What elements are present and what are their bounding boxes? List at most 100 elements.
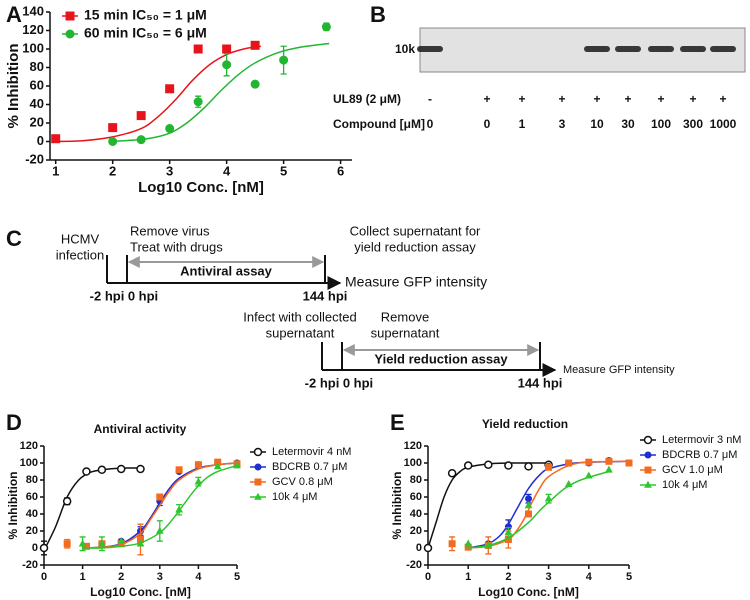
- y-tick-label: 120: [404, 440, 422, 452]
- data-point: [448, 540, 456, 548]
- legend-marker: [644, 466, 652, 474]
- data-point: [136, 539, 145, 547]
- data-point: [193, 97, 203, 107]
- y-tick-label: 40: [30, 96, 44, 111]
- fit-curve: [468, 470, 610, 549]
- data-point: [504, 523, 512, 531]
- data-point: [51, 134, 61, 144]
- data-point: [175, 466, 183, 474]
- data-point: [97, 465, 107, 475]
- fit-curve: [427, 462, 549, 549]
- step-label: Infect with collected: [243, 309, 356, 324]
- legend-label: BDCRB 0.7 μM: [662, 449, 737, 461]
- y-tick-label: 60: [30, 77, 44, 92]
- fit-curve: [82, 464, 238, 549]
- x-tick-label: 4: [586, 571, 593, 583]
- data-point: [62, 497, 72, 506]
- data-point: [78, 539, 87, 547]
- x-tick-label: 0: [41, 571, 47, 583]
- step-label: supernatant: [266, 325, 335, 340]
- step-label: yield reduction assay: [354, 239, 476, 254]
- lane-label: 10: [590, 117, 604, 131]
- y-tick-label: 0: [37, 133, 44, 148]
- y-tick-label: 20: [410, 525, 422, 537]
- data-point: [213, 462, 222, 470]
- lane-label: 1000: [710, 117, 737, 131]
- lane-label: -: [428, 92, 432, 106]
- y-tick-label: 0: [416, 542, 422, 554]
- data-point: [82, 542, 90, 550]
- row-label: UL89 (2 μM): [333, 92, 401, 106]
- data-point: [250, 40, 260, 50]
- panel-letter: B: [370, 2, 386, 27]
- lane-label: 30: [621, 117, 635, 131]
- data-point: [137, 536, 144, 543]
- x-tick-label: 2: [505, 571, 511, 583]
- data-point: [564, 480, 573, 488]
- data-point: [63, 540, 71, 548]
- data-point: [605, 457, 613, 465]
- legend-label: BDCRB 0.7 μM: [272, 461, 347, 473]
- lane-label: 0: [427, 117, 434, 131]
- y-axis-label: % Inhibition: [5, 44, 22, 129]
- y-tick-label: 140: [22, 3, 44, 18]
- lane-label: +: [689, 92, 696, 106]
- gel-band: [710, 46, 736, 52]
- panel-letter: C: [6, 226, 22, 251]
- data-point: [156, 493, 164, 501]
- data-point: [525, 510, 532, 518]
- chart-title: Yield reduction: [482, 417, 568, 431]
- lane-label: 1: [519, 117, 526, 131]
- data-point: [605, 465, 613, 473]
- data-point: [175, 505, 183, 513]
- data-point: [524, 462, 533, 471]
- data-point: [82, 467, 91, 476]
- gel-band: [417, 46, 443, 52]
- x-tick-label: 3: [546, 571, 552, 583]
- y-tick-label: 120: [20, 440, 38, 452]
- legend-marker: [643, 435, 653, 445]
- legend-label: GCV 0.8 μM: [272, 476, 333, 488]
- y-tick-label: 40: [410, 508, 422, 520]
- assay-label: Yield reduction assay: [374, 351, 508, 366]
- data-point: [194, 461, 202, 469]
- legend-label: Letermovir 4 nM: [272, 446, 351, 458]
- time-label: -2 hpi: [90, 288, 125, 303]
- lane-label: +: [518, 92, 525, 106]
- step-label: Collect supernatant for: [350, 223, 481, 238]
- data-point: [136, 111, 146, 121]
- lane-label: +: [593, 92, 600, 106]
- x-tick-label: 5: [280, 163, 287, 178]
- lane-label: +: [657, 92, 664, 106]
- lane-label: 0: [484, 117, 491, 131]
- legend-label: Letermovir 3 nM: [662, 434, 741, 446]
- data-point: [233, 461, 241, 469]
- x-tick-label: 5: [626, 571, 632, 583]
- lane-label: +: [558, 92, 565, 106]
- data-point: [565, 459, 573, 467]
- y-tick-label: 120: [22, 22, 44, 37]
- legend-marker: [65, 29, 75, 39]
- data-point: [464, 539, 473, 547]
- data-point: [584, 471, 593, 479]
- data-point: [193, 44, 203, 54]
- data-point: [108, 123, 118, 133]
- y-tick-label: 20: [26, 525, 38, 537]
- step-label: Remove virus: [130, 223, 210, 238]
- x-axis-label: Log10 Conc. [nM]: [90, 585, 191, 599]
- y-tick-label: 60: [410, 491, 422, 503]
- y-tick-label: 80: [30, 59, 44, 74]
- data-point: [504, 461, 513, 470]
- x-tick-label: 3: [157, 571, 163, 583]
- data-point: [484, 460, 493, 469]
- x-tick-label: 2: [109, 163, 116, 178]
- x-tick-label: 4: [223, 163, 231, 178]
- step-label: supernatant: [371, 325, 440, 340]
- data-point: [165, 124, 175, 134]
- gel-band: [615, 46, 641, 52]
- x-tick-label: 1: [52, 163, 59, 178]
- data-point: [136, 464, 145, 474]
- data-point: [39, 543, 49, 553]
- data-point: [463, 461, 473, 470]
- y-tick-label: 20: [30, 114, 44, 129]
